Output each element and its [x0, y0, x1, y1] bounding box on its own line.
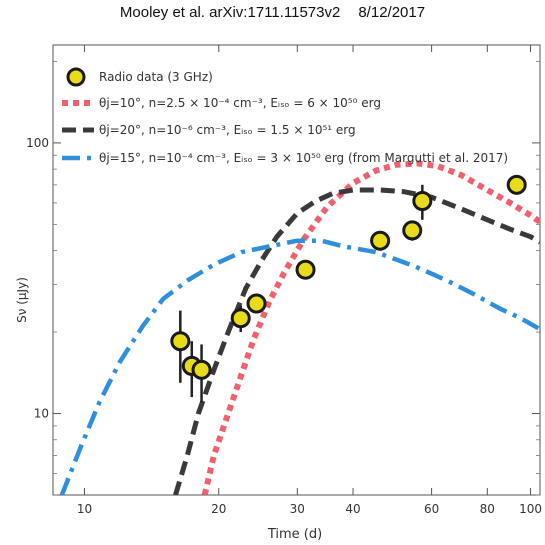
- legend-label: θj=15°, n=10⁻⁴ cm⁻³, Eᵢₛₒ = 3 × 10⁵⁰ erg…: [99, 151, 508, 165]
- legend-label: Radio data (3 GHz): [99, 70, 213, 84]
- y-axis-label: Sν (μJy): [15, 277, 29, 323]
- legend-marker-radio-data: [66, 67, 86, 87]
- model-curve-dashed: [173, 187, 540, 495]
- x-tick-label: 60: [424, 502, 439, 516]
- x-tick-label: 10: [77, 502, 92, 516]
- plot-frame: [52, 44, 541, 496]
- model-curve-dashdot: [59, 238, 540, 495]
- x-tick-label: 80: [480, 502, 495, 516]
- data-point: [246, 293, 267, 314]
- y-tick-label: 100: [26, 136, 49, 150]
- y-tick-label: 10: [34, 407, 49, 421]
- data-point: [370, 230, 391, 251]
- data-point: [295, 259, 316, 280]
- paper-header: Mooley et al. arXiv:1711.11573v2 8/12/201…: [0, 4, 545, 21]
- model-curve-dotted: [201, 160, 540, 495]
- x-tick-label: 100: [519, 502, 542, 516]
- legend-label: θj=20°, n=10⁻⁶ cm⁻³, Eᵢₛₒ = 1.5 × 10⁵¹ e…: [99, 123, 356, 137]
- header-authors: Mooley et al. arXiv:1711.11573v2: [119, 4, 341, 21]
- x-axis-label: Time (d): [267, 527, 322, 542]
- x-tick-label: 40: [345, 502, 360, 516]
- x-tick-label: 30: [290, 502, 305, 516]
- x-tick-label: 20: [211, 502, 226, 516]
- header-date: 8/12/2017: [358, 4, 426, 21]
- legend-label: θj=10°, n=2.5 × 10⁻⁴ cm⁻³, Eᵢₛₒ = 6 × 10…: [99, 96, 381, 110]
- data-point: [412, 190, 433, 211]
- data-point: [191, 359, 212, 380]
- data-point: [506, 174, 527, 195]
- data-point: [402, 220, 423, 241]
- data-point: [170, 331, 191, 352]
- data-point: [230, 308, 251, 329]
